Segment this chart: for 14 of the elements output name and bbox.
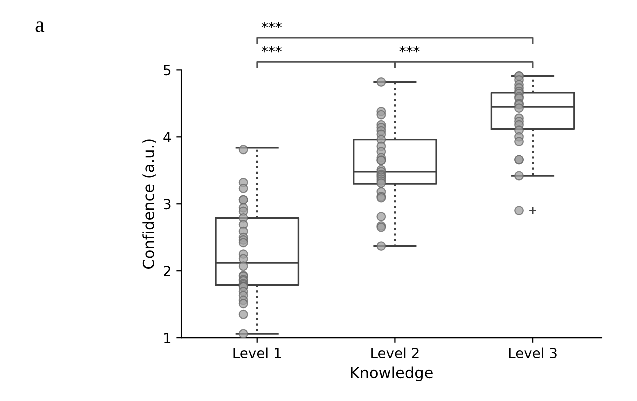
x-axis-title: Knowledge	[351, 366, 433, 382]
text: ***	[400, 46, 420, 53]
text: a	[36, 22, 45, 32]
y-tick-label: 1	[164, 333, 171, 344]
y-tick-label: 3	[164, 199, 171, 210]
x-tick-label: Level 3	[509, 348, 557, 359]
text: ***	[262, 46, 282, 53]
y-tick-label: 5	[164, 65, 171, 76]
x-tick-label: Level 1	[234, 348, 282, 359]
text: ***	[262, 22, 282, 28]
y-axis-title: Confidence (a.u.)	[142, 140, 156, 269]
x-tick-label: Level 2	[372, 348, 419, 359]
y-tick-label: 2	[164, 266, 170, 276]
y-tick-label: 4	[164, 132, 172, 142]
